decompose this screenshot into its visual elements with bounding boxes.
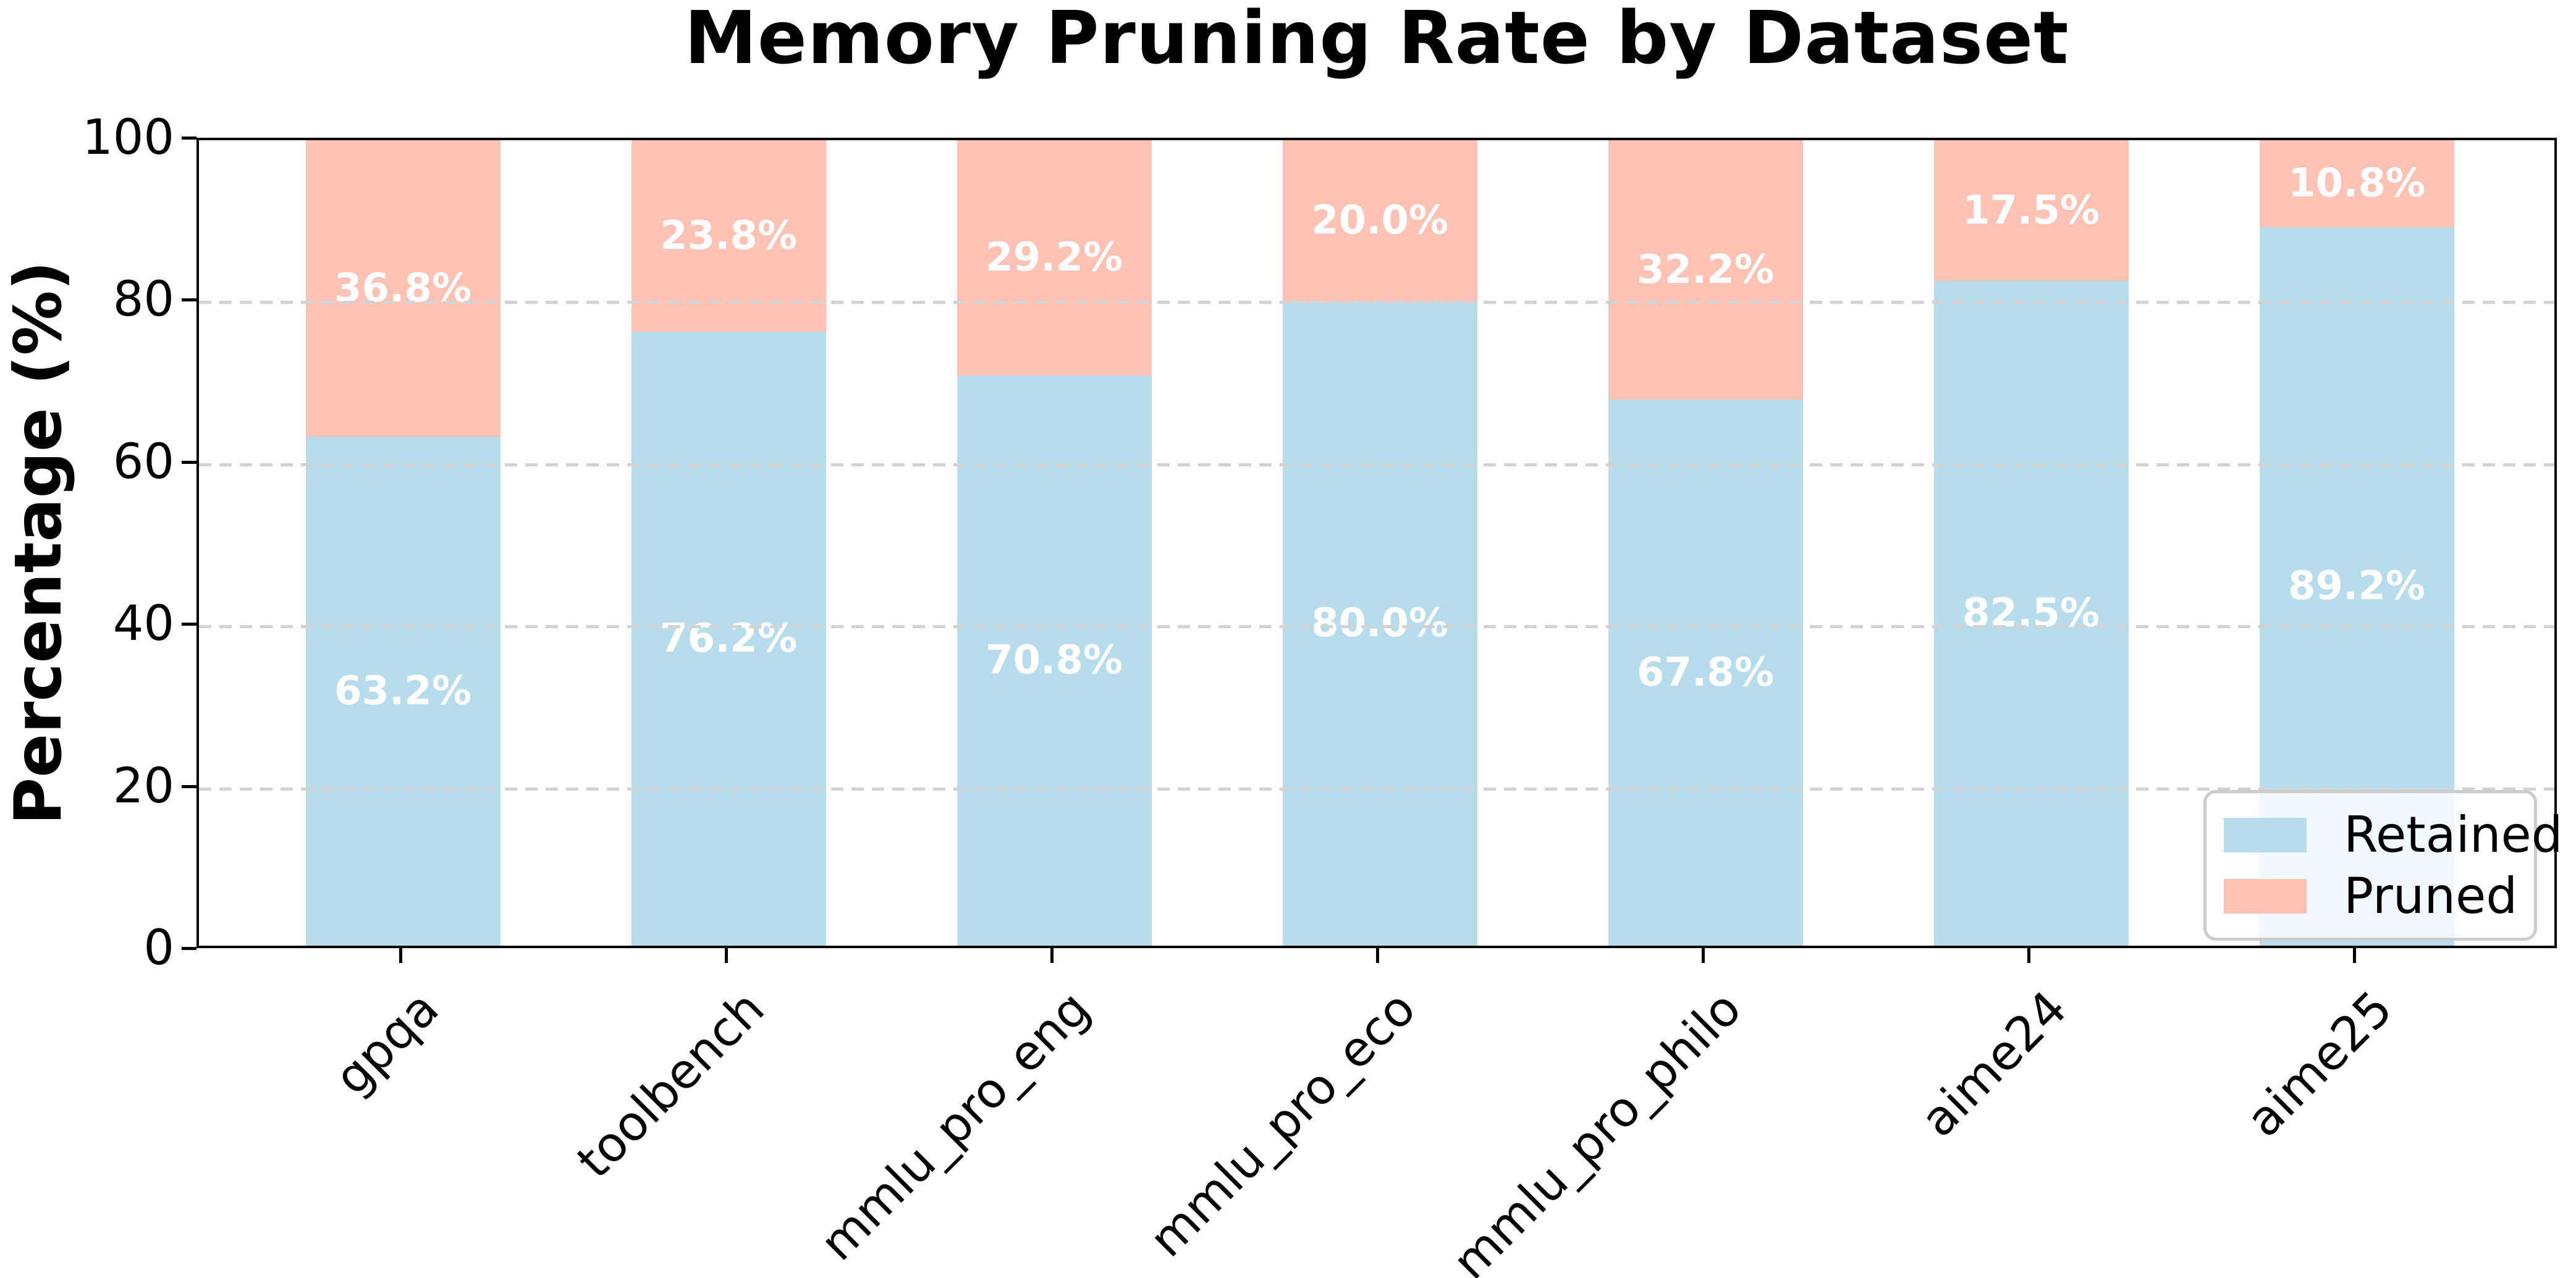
bar-group-mmlu_pro_philo: 67.8% 32.2% (1608, 140, 1803, 946)
x-tick-mark (2353, 948, 2356, 963)
bar-segment-retained (305, 436, 500, 946)
x-tick-mark (1050, 948, 1054, 963)
bar-segment-pruned (2259, 140, 2454, 227)
x-tick-label-toolbench: toolbench (567, 980, 775, 1190)
bar-label-pruned: 20.0% (1311, 198, 1449, 244)
bar-label-retained: 82.5% (1962, 591, 2100, 637)
bar-label-pruned: 17.5% (1962, 188, 2100, 234)
chart-title: Memory Pruning Rate by Dataset (684, 0, 2069, 80)
y-tick-label: 20 (112, 758, 174, 814)
bar-label-retained: 80.0% (1311, 600, 1449, 647)
x-tick-mark (725, 948, 728, 963)
bar-label-retained: 70.8% (985, 637, 1123, 684)
bar-label-pruned: 29.2% (985, 235, 1123, 281)
bar-segment-pruned (631, 140, 826, 332)
x-tick-label-aime25: aime25 (2236, 980, 2404, 1148)
legend-row-retained: Retained (2206, 806, 2563, 864)
bar-segment-pruned (305, 140, 500, 437)
bar-segment-retained (1608, 399, 1803, 946)
y-tick-label: 0 (143, 920, 174, 976)
bar-segment-pruned (1282, 140, 1477, 301)
y-axis-label: Percentage (%) (1, 261, 76, 825)
y-tick-label: 40 (112, 596, 174, 652)
legend: Retained Pruned (2203, 790, 2563, 941)
bar-group-aime24: 82.5% 17.5% (1933, 140, 2129, 946)
x-tick-label-mmlu_pro_eco: mmlu_pro_eco (1139, 980, 1427, 1268)
y-tick-mark (182, 784, 196, 788)
x-tick-mark (399, 948, 402, 963)
bar-label-pruned: 10.8% (2287, 161, 2426, 207)
x-tick-label-gpqa: gpqa (324, 980, 450, 1106)
y-tick-mark (182, 623, 196, 626)
bar-group-gpqa: 63.2% 36.8% (305, 140, 500, 946)
y-tick-mark (182, 137, 196, 140)
legend-label-pruned: Pruned (2344, 867, 2518, 925)
x-tick-label-mmlu_pro_eng: mmlu_pro_eng (809, 980, 1101, 1272)
legend-swatch-pruned (2224, 878, 2307, 914)
bar-segment-pruned (1933, 140, 2129, 282)
x-tick-mark (1376, 948, 1379, 963)
x-tick-label-mmlu_pro_philo: mmlu_pro_philo (1442, 980, 1752, 1278)
bar-segment-retained (1282, 301, 1477, 946)
bar-segment-pruned (1608, 140, 1803, 400)
bar-label-retained: 63.2% (334, 668, 472, 714)
x-tick-mark (1702, 948, 1705, 963)
y-tick-label: 80 (112, 272, 174, 328)
x-tick-label-aime24: aime24 (1910, 980, 2078, 1148)
bar-label-retained: 76.2% (659, 616, 798, 662)
x-tick-mark (2027, 948, 2030, 963)
y-tick-mark (182, 460, 196, 464)
legend-label-retained: Retained (2344, 806, 2563, 864)
legend-swatch-retained (2224, 817, 2307, 852)
y-tick-label: 100 (82, 110, 174, 166)
bar-label-pruned: 36.8% (334, 265, 472, 311)
bar-label-pruned: 32.2% (1636, 246, 1775, 293)
bar-segment-retained (956, 375, 1152, 946)
plot-area: 63.2% 36.8% 76.2% 23.8% 70.8% 29.2% 80.0% 20.0%… (196, 138, 2563, 948)
bar-segment-retained (1933, 281, 2129, 946)
y-tick-label: 60 (112, 434, 174, 490)
bar-label-pruned: 23.8% (659, 213, 798, 259)
bar-label-retained: 89.2% (2287, 563, 2426, 610)
y-tick-mark (182, 298, 196, 302)
bar-group-toolbench: 76.2% 23.8% (631, 140, 826, 946)
y-tick-mark (182, 947, 196, 950)
bar-segment-retained (631, 332, 826, 946)
bar-segment-pruned (956, 140, 1152, 376)
bar-group-mmlu_pro_eng: 70.8% 29.2% (956, 140, 1152, 946)
bar-label-retained: 67.8% (1636, 649, 1775, 696)
legend-row-pruned: Pruned (2206, 867, 2534, 925)
bar-group-mmlu_pro_eco: 80.0% 20.0% (1282, 140, 1477, 946)
